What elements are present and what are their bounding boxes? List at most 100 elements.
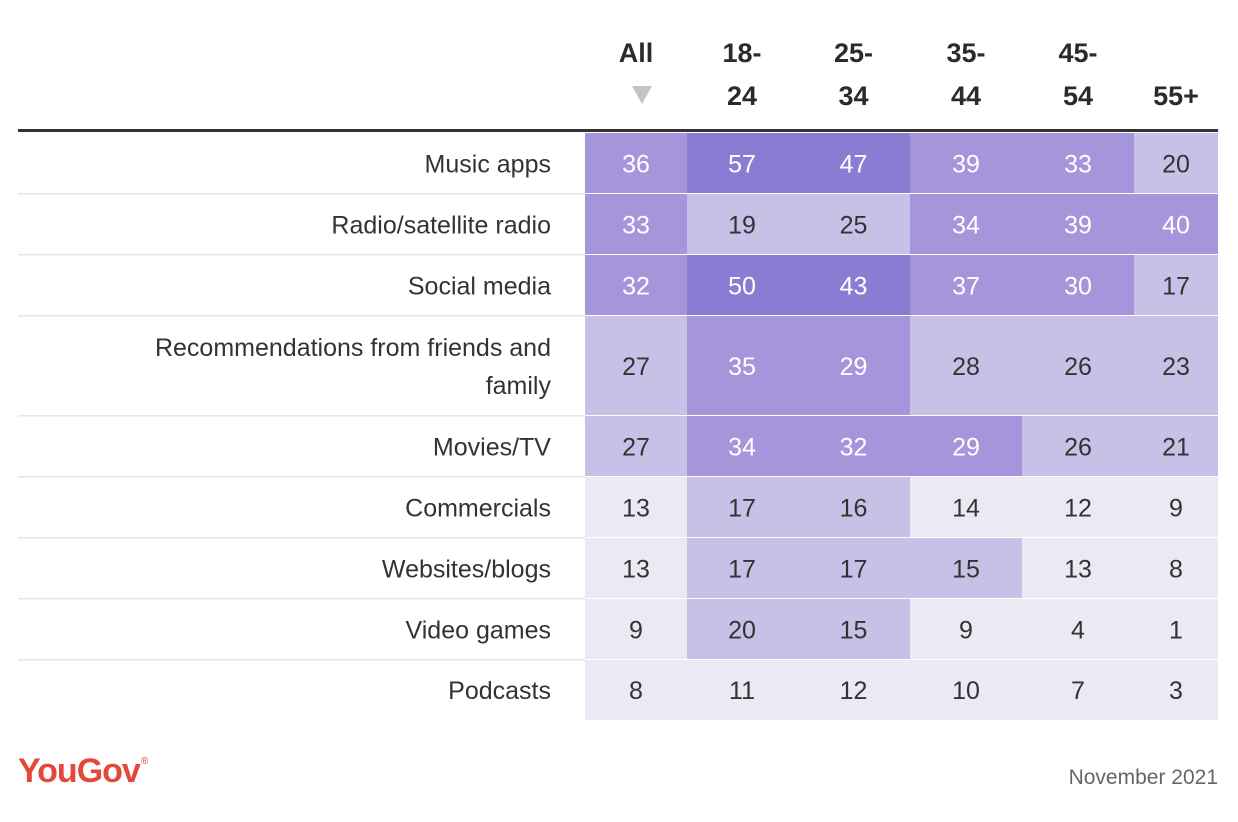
cell-value: 4 (1071, 617, 1085, 645)
column-header-line2: 34 (838, 81, 868, 111)
cell-value: 36 (622, 151, 650, 179)
cell-value: 32 (840, 434, 868, 462)
heatmap-cell (1134, 255, 1218, 316)
row-divider-label (18, 193, 585, 195)
cell-value: 20 (1162, 151, 1190, 179)
row-label: Radio/satellite radio (331, 212, 551, 240)
heatmap-cell (687, 133, 797, 194)
heatmap-cell (1022, 538, 1134, 599)
row-divider (18, 598, 1218, 600)
heatmap-cell (910, 416, 1022, 477)
row-label: Movies/TV (433, 434, 551, 462)
cell-value: 35 (728, 353, 756, 381)
heatmap-cell (585, 316, 687, 416)
cell-value: 16 (840, 495, 868, 523)
heatmap-cell (910, 255, 1022, 316)
heatmap-cell (910, 660, 1022, 720)
cell-value: 26 (1064, 434, 1092, 462)
column-header-line1: 25- (834, 38, 873, 68)
cell-value: 20 (728, 617, 756, 645)
heatmap-cell (910, 316, 1022, 416)
cell-value: 39 (952, 151, 980, 179)
heatmap-cell (797, 133, 910, 194)
heatmap-cell (1134, 660, 1218, 720)
cell-value: 13 (622, 495, 650, 523)
heatmap-cell (687, 316, 797, 416)
row-divider (18, 315, 1218, 317)
column-header-line1: 18- (722, 38, 761, 68)
cell-value: 1 (1169, 617, 1183, 645)
row-label: Social media (408, 273, 551, 301)
heatmap-cell (687, 194, 797, 255)
heatmap-cell (910, 477, 1022, 538)
brand-name: YouGov (18, 752, 141, 790)
column-header-line2: 24 (727, 81, 757, 111)
cell-value: 29 (952, 434, 980, 462)
cell-value: 15 (952, 556, 980, 584)
cell-value: 40 (1162, 212, 1190, 240)
row-divider-label (18, 476, 585, 478)
heatmap-cell (585, 133, 687, 194)
column-header-line2: 44 (951, 81, 981, 111)
heatmap-cell (910, 194, 1022, 255)
heatmap-cell (797, 416, 910, 477)
column-header-line2: 55+ (1153, 81, 1199, 111)
cell-value: 27 (622, 434, 650, 462)
header-rule (18, 129, 1218, 132)
cell-value: 57 (728, 151, 756, 179)
heatmap-cell (1134, 416, 1218, 477)
cell-value: 26 (1064, 353, 1092, 381)
heatmap-cell (1022, 477, 1134, 538)
heatmap-cell (687, 599, 797, 660)
column-header-line2: 54 (1063, 81, 1093, 111)
cell-value: 47 (840, 151, 868, 179)
cell-value: 28 (952, 353, 980, 381)
cell-value: 10 (952, 677, 980, 705)
row-label: Podcasts (448, 677, 551, 705)
row-divider (18, 415, 1218, 417)
heatmap-cell (687, 538, 797, 599)
cell-value: 21 (1162, 434, 1190, 462)
registered-mark: ® (140, 756, 148, 767)
heatmap-cell (1022, 194, 1134, 255)
heatmap-cell (585, 538, 687, 599)
heatmap-cell (687, 660, 797, 720)
heatmap-cell (585, 194, 687, 255)
row-label: Commercials (405, 495, 551, 523)
heatmap-cell (585, 416, 687, 477)
cell-value: 33 (622, 212, 650, 240)
heatmap-cell (687, 477, 797, 538)
heatmap-cell (1134, 316, 1218, 416)
heatmap-cell (687, 416, 797, 477)
cell-value: 8 (1169, 556, 1183, 584)
row-label: family (486, 372, 552, 400)
cell-value: 12 (840, 677, 868, 705)
row-label: Recommendations from friends and (155, 334, 551, 362)
cell-value: 37 (952, 273, 980, 301)
heatmap-cell (1022, 316, 1134, 416)
column-header-line1: 35- (946, 38, 985, 68)
column-header-line1: 45- (1058, 38, 1097, 68)
cell-value: 27 (622, 353, 650, 381)
sort-indicator-icon (632, 86, 652, 104)
row-divider-label (18, 598, 585, 600)
row-divider-label (18, 315, 585, 317)
heatmap-cell (1022, 255, 1134, 316)
heatmap-cell (1022, 133, 1134, 194)
heatmap-cell (1022, 660, 1134, 720)
cell-value: 13 (622, 556, 650, 584)
heatmap-cell (910, 599, 1022, 660)
heatmap-cell (797, 599, 910, 660)
cell-value: 3 (1169, 677, 1183, 705)
row-divider-label (18, 659, 585, 661)
row-label: Video games (406, 617, 551, 645)
row-divider (18, 476, 1218, 478)
heatmap-cell (797, 194, 910, 255)
heatmap-cell (1134, 133, 1218, 194)
cell-value: 9 (959, 617, 973, 645)
heatmap-cell (585, 660, 687, 720)
cell-value: 19 (728, 212, 756, 240)
row-divider (18, 193, 1218, 195)
cell-value: 15 (840, 617, 868, 645)
